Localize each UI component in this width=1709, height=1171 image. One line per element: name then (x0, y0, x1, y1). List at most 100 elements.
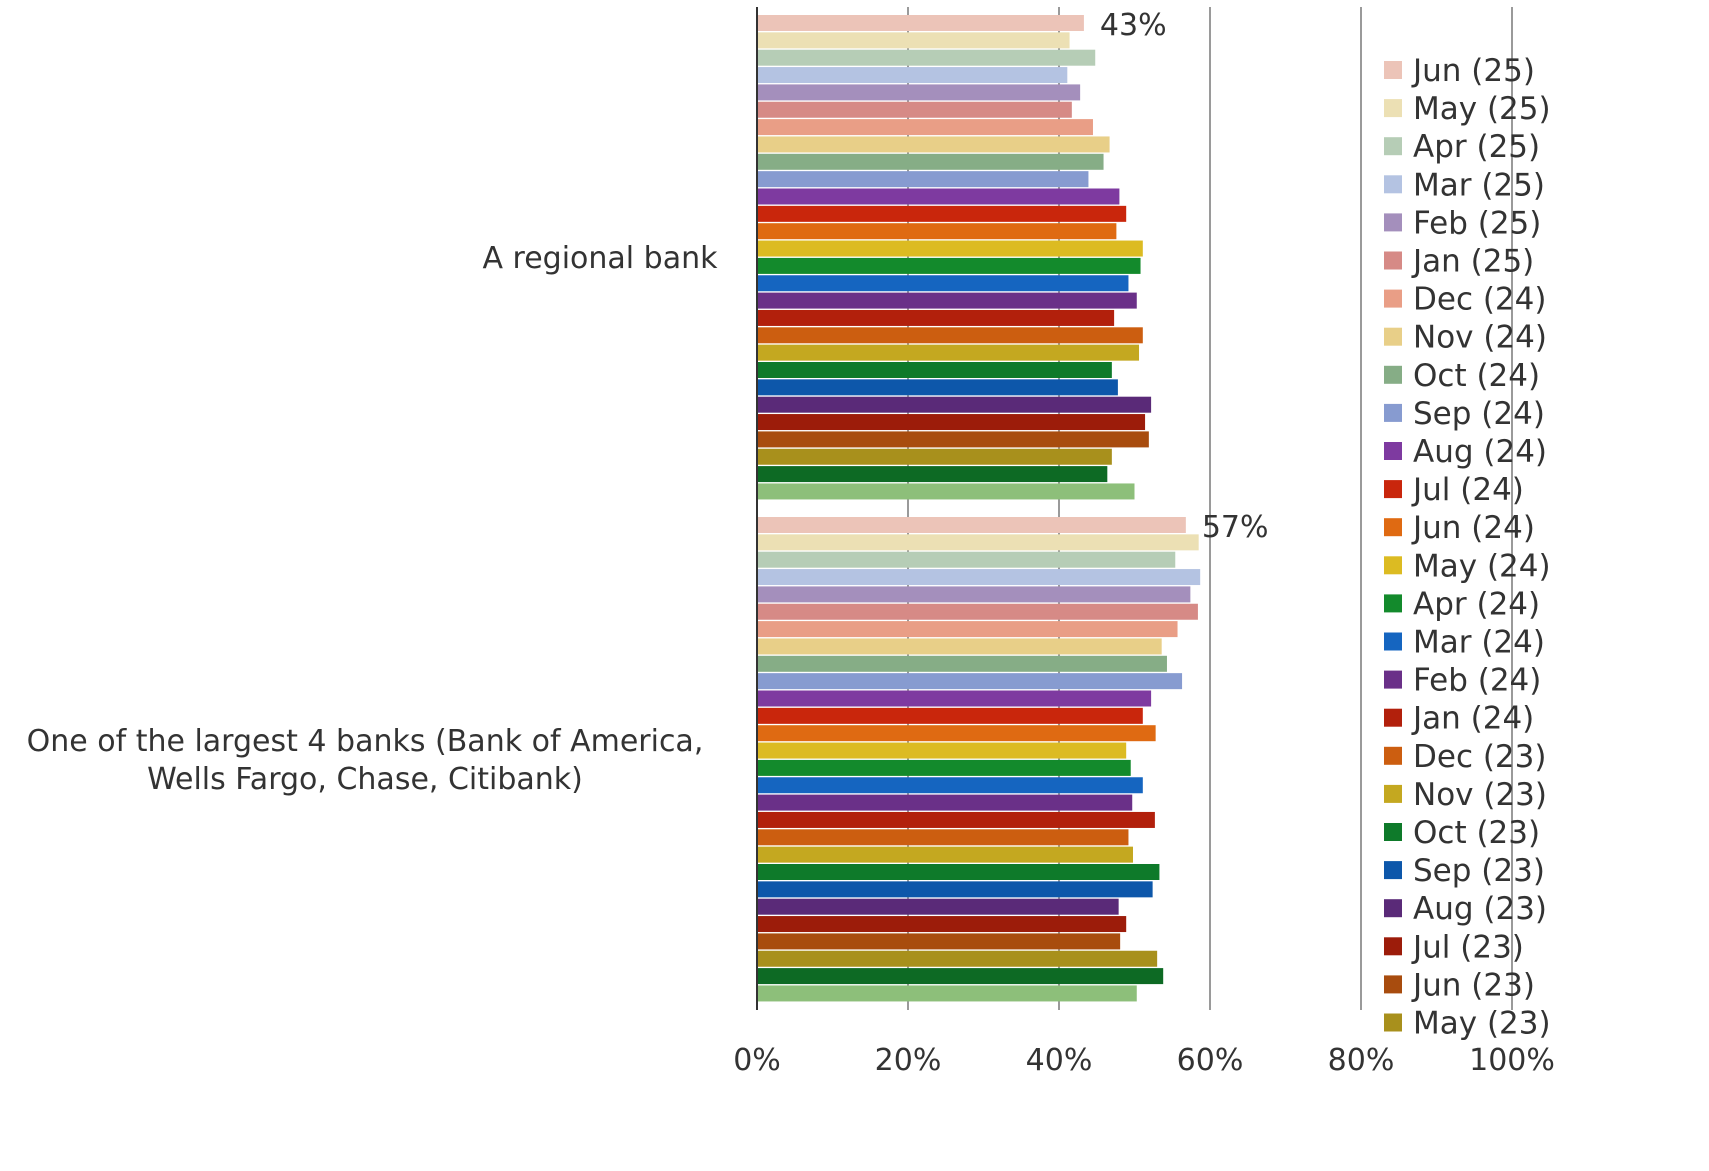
legend-item: Feb (25) (1384, 205, 1541, 241)
bar (758, 586, 1191, 603)
x-tick-label: 20% (875, 1043, 942, 1078)
legend-label: Apr (25) (1413, 129, 1540, 165)
bar (758, 759, 1131, 776)
legend-item: Sep (23) (1384, 853, 1545, 889)
legend-label: Aug (23) (1413, 891, 1547, 927)
legend-label: Dec (24) (1413, 282, 1546, 318)
legend-item: Jun (23) (1384, 967, 1535, 1003)
bar (758, 309, 1115, 326)
legend-swatch (1384, 137, 1402, 156)
legend-label: Feb (24) (1413, 663, 1541, 699)
bar (758, 950, 1158, 967)
bar (758, 414, 1146, 431)
legend-swatch (1384, 861, 1402, 880)
legend-swatch (1384, 670, 1402, 689)
bar (758, 483, 1135, 500)
bar (758, 569, 1201, 586)
bars (758, 15, 1201, 1002)
legend-item: May (23) (1384, 1006, 1551, 1042)
legend-label: Mar (25) (1413, 167, 1545, 203)
legend-item: Aug (24) (1384, 434, 1547, 470)
data-label: 57% (1202, 510, 1269, 545)
bar (758, 690, 1152, 707)
legend-label: Nov (24) (1413, 320, 1547, 356)
bar (758, 223, 1117, 240)
bar (758, 829, 1129, 846)
legend: Jun (25)May (25)Apr (25)Mar (25)Feb (25)… (1384, 53, 1551, 1042)
x-tick-labels: 0% 20% 40% 60% 80% 100% (733, 1043, 1555, 1078)
legend-swatch (1384, 784, 1402, 803)
legend-item: Jan (25) (1384, 244, 1534, 280)
legend-label: Jun (24) (1411, 510, 1535, 546)
bar (758, 379, 1118, 396)
legend-swatch (1384, 480, 1402, 499)
legend-item: Jan (24) (1384, 701, 1534, 737)
bar (758, 603, 1198, 620)
bar (758, 136, 1110, 153)
legend-item: Jul (24) (1384, 472, 1524, 508)
bar (758, 638, 1162, 655)
bar (758, 968, 1164, 985)
bar (758, 15, 1084, 31)
legend-swatch (1384, 175, 1402, 194)
legend-swatch (1384, 289, 1402, 308)
bar (758, 448, 1112, 465)
legend-item: Jun (25) (1384, 53, 1535, 89)
bar (758, 396, 1152, 413)
legend-swatch (1384, 1013, 1402, 1032)
bar (758, 327, 1143, 344)
legend-item: Nov (23) (1384, 777, 1547, 813)
legend-item: May (24) (1384, 548, 1551, 584)
bar (758, 153, 1104, 170)
bar (758, 551, 1176, 568)
category-label: One of the largest 4 banks (Bank of Amer… (27, 724, 704, 797)
legend-swatch (1384, 556, 1402, 575)
legend-label: May (24) (1413, 548, 1551, 584)
legend-item: Mar (24) (1384, 625, 1545, 661)
bar (758, 864, 1160, 880)
bar (758, 811, 1155, 828)
legend-swatch (1384, 442, 1402, 460)
bar (758, 517, 1186, 533)
bar (758, 655, 1167, 672)
legend-item: Oct (23) (1384, 815, 1540, 851)
legend-label: Jun (25) (1411, 53, 1535, 89)
bar (758, 84, 1081, 101)
bar (758, 466, 1108, 483)
bar (758, 431, 1149, 448)
legend-label: Jul (24) (1411, 472, 1524, 508)
bar (758, 846, 1133, 863)
legend-label: Mar (24) (1413, 625, 1545, 661)
legend-item: Dec (23) (1384, 739, 1546, 775)
bar (758, 49, 1096, 66)
category-label: A regional bank (482, 241, 718, 276)
bar (758, 67, 1068, 84)
legend-swatch (1384, 632, 1402, 651)
x-tick-label: 80% (1328, 1043, 1395, 1078)
bar (758, 188, 1120, 205)
legend-swatch (1384, 365, 1402, 384)
legend-swatch (1384, 975, 1402, 994)
legend-label: Feb (25) (1413, 205, 1541, 241)
legend-swatch (1384, 937, 1402, 956)
bar (758, 534, 1199, 551)
bar (758, 707, 1143, 724)
legend-label: Sep (23) (1413, 853, 1545, 889)
bar (758, 101, 1072, 118)
bar (758, 171, 1089, 188)
legend-label: Oct (24) (1413, 358, 1540, 394)
legend-item: Nov (24) (1384, 320, 1547, 356)
legend-item: Aug (23) (1384, 891, 1547, 927)
bar (758, 673, 1183, 690)
bar (758, 362, 1112, 378)
legend-label: Sep (24) (1413, 396, 1545, 432)
legend-item: Jun (24) (1384, 510, 1535, 546)
x-tick-label: 60% (1177, 1043, 1244, 1078)
legend-item: Feb (24) (1384, 663, 1541, 699)
legend-swatch (1384, 708, 1402, 727)
bar (758, 881, 1153, 898)
legend-label: Jun (23) (1411, 967, 1535, 1003)
legend-item: Oct (24) (1384, 358, 1540, 394)
legend-swatch (1384, 899, 1402, 918)
